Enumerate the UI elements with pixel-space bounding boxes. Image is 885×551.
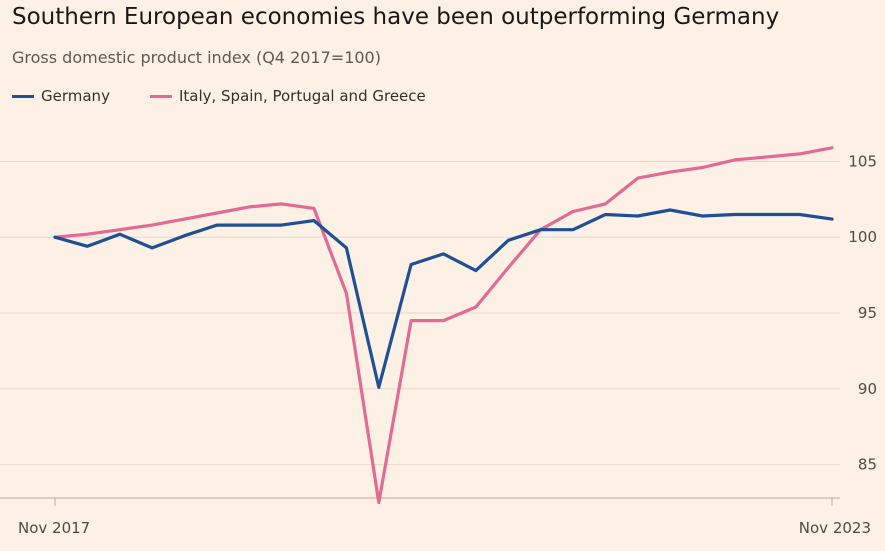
y-tick-label-90: 90: [858, 380, 877, 398]
legend-item-southern: Italy, Spain, Portugal and Greece: [149, 87, 426, 105]
y-tick-label-100: 100: [848, 228, 877, 246]
y-tick-label-95: 95: [858, 304, 877, 322]
y-tick-label-85: 85: [858, 456, 877, 474]
series-line-germany: [53, 208, 834, 389]
legend-label-southern: Italy, Spain, Portugal and Greece: [178, 87, 426, 105]
y-tick-label-105: 105: [848, 152, 877, 170]
chart-subtitle: Gross domestic product index (Q4 2017=10…: [12, 48, 381, 67]
legend-label-germany: Germany: [41, 87, 110, 105]
series-line-southern-europe: [53, 146, 834, 505]
legend: Germany Italy, Spain, Portugal and Greec…: [12, 87, 466, 105]
chart-title: Southern European economies have been ou…: [12, 4, 780, 30]
series-lines: [53, 146, 834, 505]
legend-swatch-germany: [12, 94, 34, 98]
x-axis: Nov 2017 Nov 2023: [0, 497, 871, 537]
legend-swatch-southern: [149, 94, 172, 98]
x-tick-label-end: Nov 2023: [799, 519, 871, 537]
legend-item-germany: Germany: [12, 87, 110, 105]
gridlines: [0, 160, 840, 466]
y-axis-ticks: 85 90 95 100 105: [848, 152, 877, 473]
x-tick-label-start: Nov 2017: [18, 519, 90, 537]
